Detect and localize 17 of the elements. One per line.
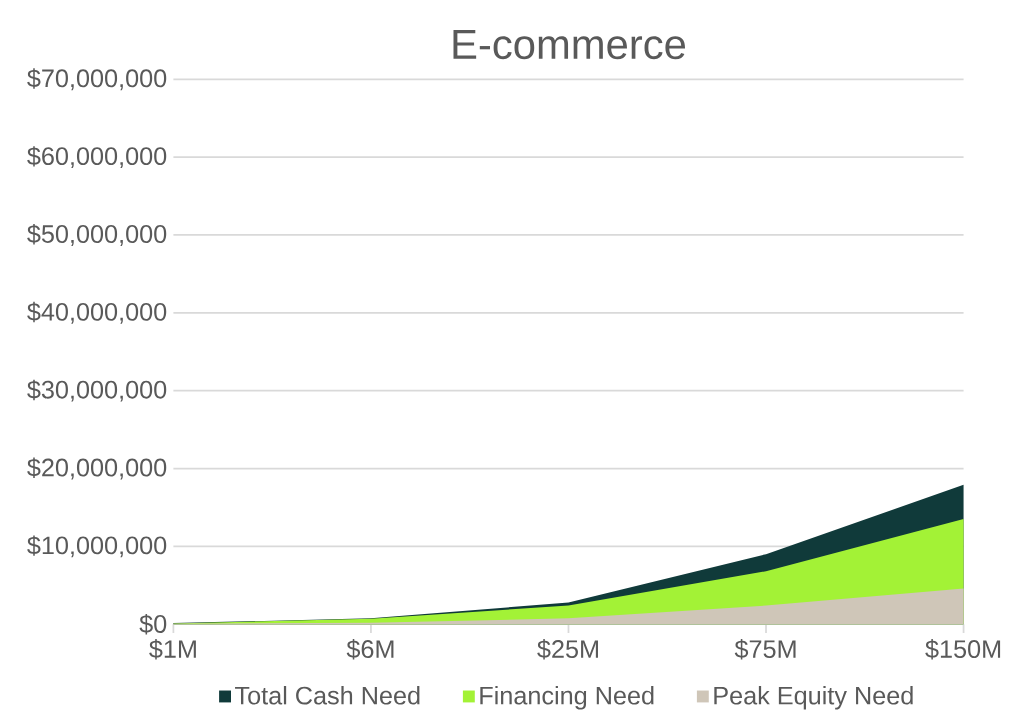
y-tick-label: $10,000,000 (27, 535, 167, 558)
x-tick-label: $25M (537, 638, 598, 660)
y-tick-label: $0 (139, 613, 167, 635)
chart-title: E-commerce (453, 29, 686, 59)
y-tick-label: $60,000,000 (27, 145, 167, 168)
legend-label: Peak Equity Need (714, 685, 913, 710)
x-tick-label: $1M (149, 638, 196, 660)
y-tick-label: $20,000,000 (27, 457, 167, 480)
legend-label: Financing Need (480, 685, 654, 710)
y-tick-label: $30,000,000 (27, 379, 167, 402)
x-tick-label: $150M (925, 638, 1001, 660)
x-tick-label: $6M (346, 638, 394, 660)
y-tick-label: $70,000,000 (27, 68, 167, 91)
y-tick-label: $50,000,000 (27, 223, 167, 246)
y-tick-label: $40,000,000 (27, 301, 167, 324)
legend-label: Total Cash Need (235, 685, 420, 705)
x-tick-label: $75M (734, 638, 796, 660)
